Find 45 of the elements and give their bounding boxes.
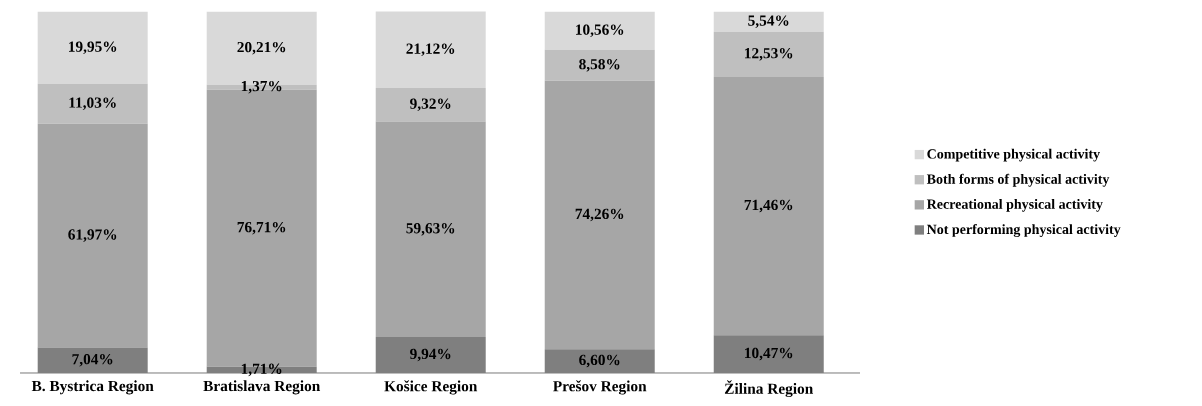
data-label: 19,95%	[69, 41, 117, 55]
data-label: 12,53%	[745, 48, 793, 61]
x-tick-label: Košice Region	[384, 380, 478, 395]
data-label: 11,03%	[69, 97, 116, 110]
legend-label: Recreational physical activity	[926, 199, 1103, 212]
bar	[544, 11, 655, 50]
data-label: 10,56%	[576, 24, 624, 38]
data-label: 9,94%	[410, 348, 451, 362]
data-label: 1,37%	[241, 80, 282, 94]
bar	[713, 11, 824, 32]
bar	[37, 83, 148, 124]
legend-label: Not performing physical activity	[926, 224, 1121, 237]
legend-label: Both forms of physical activity	[926, 173, 1110, 187]
bar	[544, 49, 655, 81]
data-label: 5,54%	[748, 15, 789, 28]
bar	[713, 76, 824, 336]
x-tick-label: Bratislava Region	[203, 380, 321, 395]
data-label: 6,60%	[579, 354, 620, 368]
data-label: 61,97%	[68, 229, 117, 242]
data-label: 20,21%	[237, 41, 286, 55]
bar	[544, 80, 655, 350]
bar	[713, 31, 824, 77]
data-label: 8,58%	[579, 59, 620, 72]
bar	[375, 121, 486, 338]
bar	[544, 349, 655, 373]
bar	[375, 87, 486, 122]
data-label: 21,12%	[406, 43, 455, 57]
bar	[713, 335, 824, 373]
bar	[375, 337, 486, 373]
data-label: 9,32%	[410, 98, 451, 112]
data-label: 10,47%	[745, 347, 793, 361]
legend-label: Competitive physical activity	[927, 148, 1100, 162]
x-tick-label: Žilina Region	[724, 380, 814, 398]
bar	[37, 11, 148, 84]
data-label: 76,71%	[237, 221, 286, 235]
x-tick-label: B. Bystrica Region	[31, 380, 154, 395]
data-label: 59,63%	[406, 223, 455, 236]
data-label: 7,04%	[72, 354, 113, 367]
data-label: 71,46%	[744, 199, 793, 213]
data-label: 74,26%	[575, 208, 624, 222]
data-label: 1,71%	[241, 363, 282, 377]
bar	[37, 347, 148, 373]
x-tick-label: Prešov Region	[553, 380, 647, 395]
bar	[375, 11, 486, 88]
bar	[37, 123, 148, 348]
